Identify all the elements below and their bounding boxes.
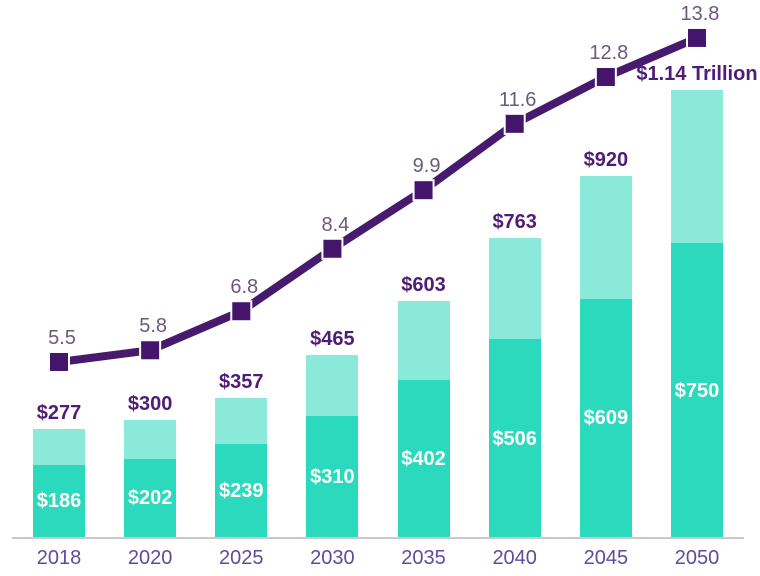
bar-bottom-segment-2030 xyxy=(306,416,359,538)
line-point-label-2020: 5.8 xyxy=(139,315,168,338)
line-point-label-2045: 12.8 xyxy=(589,41,629,64)
bar-total-label-2050: $1.14 Trillion xyxy=(636,63,758,85)
bar-inner-label-2030: $310 xyxy=(310,466,355,489)
bar-inner-label-2025: $239 xyxy=(219,480,264,503)
bar-top-segment-2025 xyxy=(215,397,268,445)
bar-total-label-2018: $277 xyxy=(36,402,82,425)
x-axis-label-2035: 2035 xyxy=(401,547,446,569)
x-axis-label-2018: 2018 xyxy=(36,547,82,569)
x-axis-label-2040: 2040 xyxy=(492,547,537,569)
bar-bottom-segment-2025 xyxy=(215,444,268,538)
bar-bottom-segment-2020 xyxy=(124,458,177,538)
line-point-label-2025: 6.8 xyxy=(230,276,259,299)
bar-total-label-2025: $357 xyxy=(219,370,264,393)
bar-inner-label-2050: $750 xyxy=(674,379,720,402)
line-marker-2035 xyxy=(412,179,435,202)
x-axis-line xyxy=(12,537,744,539)
line-point-label-2040: 11.6 xyxy=(498,88,537,111)
line-marker-2040 xyxy=(503,112,526,135)
line-marker-2018 xyxy=(48,350,70,373)
bar-total-label-2030: $465 xyxy=(310,328,355,351)
bar-inner-label-2045: $609 xyxy=(583,407,629,430)
bar-bottom-segment-2035 xyxy=(397,380,450,538)
bar-top-segment-2020 xyxy=(124,420,177,459)
bar-inner-label-2018: $186 xyxy=(36,490,82,513)
line-point-label-2018: 5.5 xyxy=(48,326,76,349)
bar-total-label-2035: $603 xyxy=(401,274,446,297)
line-point-label-2050: 13.8 xyxy=(680,2,720,25)
x-axis-label-2050: 2050 xyxy=(674,547,720,569)
bar-bottom-segment-2018 xyxy=(33,464,85,538)
bar-inner-label-2020: $202 xyxy=(127,487,173,510)
x-axis-label-2045: 2045 xyxy=(583,547,629,569)
bar-inner-label-2040: $506 xyxy=(492,427,537,450)
bar-top-segment-2018 xyxy=(33,429,85,465)
line-marker-2030 xyxy=(321,237,344,260)
x-axis-label-2030: 2030 xyxy=(310,547,355,569)
bar-total-label-2020: $300 xyxy=(127,393,173,416)
line-point-label-2030: 8.4 xyxy=(321,213,350,236)
x-axis-label-2020: 2020 xyxy=(127,547,173,569)
x-axis-label-2025: 2025 xyxy=(219,547,264,569)
bar-total-label-2045: $920 xyxy=(583,149,629,172)
bar-bottom-segment-2040 xyxy=(488,339,541,538)
bar-total-label-2040: $763 xyxy=(492,211,537,234)
bar-top-segment-2045 xyxy=(579,176,632,299)
bar-inner-label-2035: $402 xyxy=(401,448,446,470)
line-point-label-2035: 9.9 xyxy=(412,155,441,178)
